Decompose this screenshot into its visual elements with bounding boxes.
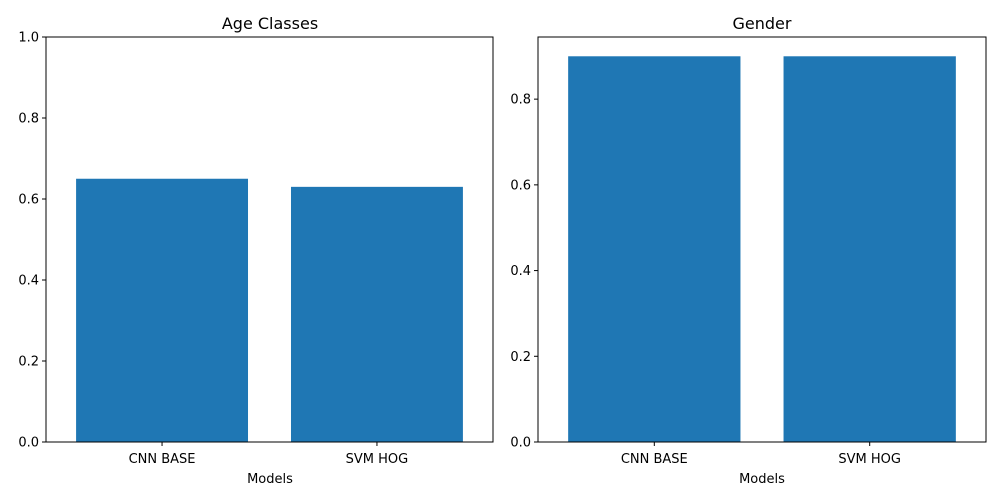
axes-frame xyxy=(45,36,494,443)
y-tick-label: 0.6 xyxy=(510,178,531,193)
x-axis-label: Models xyxy=(739,472,785,487)
bar-cnn-base xyxy=(568,56,741,443)
x-tick-label: SVM HOG xyxy=(838,452,901,467)
y-tick-label: 0.4 xyxy=(18,274,39,289)
x-tick-label: SVM HOG xyxy=(346,452,409,467)
age-classes-chart: Age Classes Models 0.0 0.2 0.4 0.6 0.8 1.0 CNN… xyxy=(18,14,494,487)
bar-svm-hog xyxy=(783,56,956,443)
y-tick-label: 1.0 xyxy=(18,31,39,46)
chart-title: Age Classes xyxy=(222,14,318,33)
gender-chart: Gender Models 0.0 0.2 0.4 0.6 0.8 CNN BASE SVM… xyxy=(510,14,987,487)
chart-title: Gender xyxy=(733,14,792,33)
y-tick-label: 0.8 xyxy=(18,112,39,127)
x-tick-label: CNN BASE xyxy=(621,452,688,467)
y-tick-label: 0.2 xyxy=(18,355,39,370)
y-tick-label: 0.8 xyxy=(510,93,531,108)
y-tick-label: 0.4 xyxy=(510,264,531,279)
x-tick-label: CNN BASE xyxy=(129,452,196,467)
bar-svm-hog xyxy=(290,186,463,442)
y-tick-label: 0.2 xyxy=(510,350,531,365)
x-axis-label: Models xyxy=(247,472,293,487)
y-tick-label: 0.6 xyxy=(18,193,39,208)
y-tick-label: 0.0 xyxy=(18,436,39,451)
axes-frame xyxy=(537,36,987,443)
bar-cnn-base xyxy=(76,178,249,442)
y-tick-label: 0.0 xyxy=(510,436,531,451)
